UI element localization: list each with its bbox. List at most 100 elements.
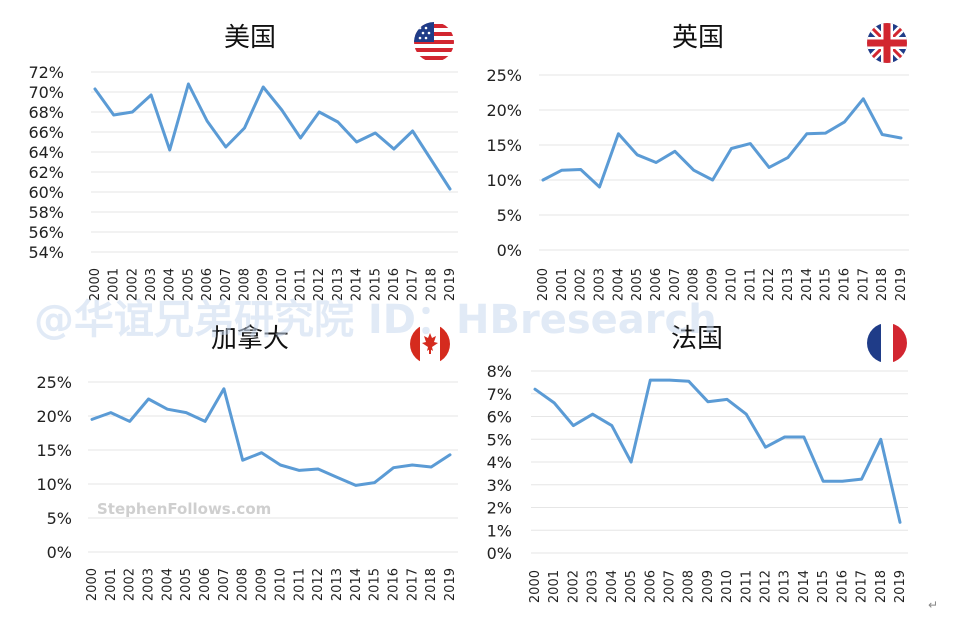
- x-tick-label-usa: 2013: [331, 268, 346, 301]
- uk-flag-icon: [867, 23, 907, 63]
- x-tick-label-uk: 2017: [856, 268, 871, 301]
- data-point-france: [649, 378, 652, 382]
- y-tick-label-canada: 0%: [47, 543, 72, 562]
- x-tick-label-usa: 2005: [181, 268, 196, 301]
- data-point-uk: [730, 147, 733, 150]
- x-tick-label-uk: 2019: [894, 268, 909, 301]
- y-tick-label-france: 4%: [487, 453, 512, 472]
- data-point-uk: [560, 169, 563, 172]
- x-tick-label-france: 2011: [739, 570, 754, 603]
- data-point-canada: [185, 411, 188, 414]
- data-point-canada: [109, 411, 113, 414]
- data-point-usa: [262, 85, 265, 89]
- x-tick-label-france: 2004: [605, 570, 620, 603]
- data-point-usa: [448, 187, 452, 191]
- data-point-canada: [260, 451, 263, 454]
- data-point-france: [591, 413, 594, 416]
- x-tick-label-usa: 2014: [350, 268, 365, 301]
- data-point-usa: [205, 119, 209, 123]
- data-point-france: [725, 398, 729, 401]
- x-tick-label-uk: 2002: [574, 268, 589, 301]
- data-point-canada: [222, 387, 226, 390]
- y-tick-label-usa: 56%: [28, 223, 64, 242]
- x-tick-label-france: 2008: [682, 570, 697, 603]
- x-tick-label-usa: 2016: [387, 268, 402, 301]
- y-tick-label-canada: 25%: [36, 373, 72, 392]
- data-point-france: [706, 400, 710, 403]
- data-point-uk: [579, 168, 582, 171]
- x-tick-label-usa: 2002: [125, 268, 140, 301]
- y-tick-label-france: 1%: [487, 521, 512, 540]
- y-tick-label-uk: 15%: [486, 136, 522, 155]
- series-line-france: [533, 378, 902, 524]
- x-tick-label-france: 2002: [566, 570, 581, 603]
- x-tick-label-uk: 2007: [668, 268, 683, 301]
- y-tick-label-usa: 72%: [28, 63, 64, 82]
- y-tick-label-france: 0%: [487, 544, 512, 563]
- data-point-uk: [824, 131, 827, 135]
- data-point-france: [841, 480, 844, 483]
- data-point-usa: [168, 148, 171, 152]
- x-tick-label-usa: 2001: [107, 268, 122, 301]
- panel-usa: 美国 72%70%68%66%64%62%60%58%56%54% 2000 2001…: [28, 23, 458, 301]
- x-tick-label-uk: 2001: [555, 268, 570, 301]
- x-tick-label-canada: 2010: [273, 568, 288, 601]
- data-point-france: [572, 424, 575, 427]
- data-point-uk: [881, 133, 884, 136]
- x-tick-label-usa: 2006: [200, 268, 215, 301]
- data-point-canada: [448, 453, 452, 456]
- y-tick-label-usa: 62%: [28, 163, 64, 182]
- y-tick-label-usa: 64%: [28, 143, 64, 162]
- data-point-usa: [318, 110, 321, 114]
- data-point-canada: [316, 467, 320, 471]
- chart-title-france: 法国: [671, 324, 723, 354]
- data-point-uk: [598, 185, 601, 189]
- data-point-france: [822, 480, 825, 483]
- y-tick-label-usa: 54%: [28, 243, 64, 262]
- x-tick-label-usa: 2018: [424, 268, 439, 301]
- chart-annotation: StephenFollows.com: [97, 500, 271, 518]
- x-tick-label-france: 2014: [797, 570, 812, 603]
- data-point-canada: [241, 459, 244, 462]
- x-tick-label-usa: 2009: [256, 268, 271, 301]
- data-point-usa: [187, 82, 190, 86]
- data-point-france: [802, 435, 806, 439]
- x-tick-label-france: 2006: [643, 570, 658, 603]
- y-tick-label-france: 8%: [487, 362, 512, 381]
- y-tick-label-uk: 5%: [497, 206, 522, 225]
- data-point-uk: [673, 150, 677, 153]
- data-point-france: [745, 413, 748, 416]
- x-tick-label-usa: 2011: [294, 268, 309, 301]
- series-line-usa: [93, 82, 452, 191]
- x-tick-label-france: 2000: [528, 570, 543, 603]
- x-tick-label-canada: 2018: [424, 568, 439, 601]
- data-point-usa: [243, 126, 246, 130]
- x-tick-label-usa: 2004: [163, 268, 178, 301]
- y-tick-label-canada: 20%: [36, 407, 72, 426]
- data-point-france: [610, 424, 613, 427]
- x-tick-label-usa: 2008: [237, 268, 252, 301]
- x-tick-label-uk: 2016: [837, 268, 852, 301]
- x-tick-label-uk: 2010: [724, 268, 739, 301]
- panel-canada: 加拿大 25% 20% 15% 10% 5% 0% 2000 2001 2002 2003 2004 2…: [36, 324, 458, 601]
- data-point-usa: [280, 108, 283, 112]
- x-tick-label-france: 2018: [874, 570, 889, 603]
- x-tick-label-france: 2001: [547, 570, 562, 603]
- y-tick-label-uk: 20%: [486, 101, 522, 120]
- y-tick-label-france: 7%: [487, 385, 512, 404]
- x-tick-label-uk: 2013: [781, 268, 796, 301]
- y-tick-label-canada: 5%: [47, 509, 72, 528]
- y-tick-label-usa: 70%: [28, 83, 64, 102]
- y-tick-label-uk: 0%: [497, 241, 522, 260]
- data-point-canada: [298, 469, 301, 472]
- x-tick-label-france: 2015: [816, 570, 831, 603]
- x-tick-label-usa: 2010: [275, 268, 290, 301]
- data-point-uk: [654, 161, 658, 164]
- data-point-uk: [805, 132, 808, 135]
- x-tick-label-france: 2003: [586, 570, 601, 603]
- data-point-usa: [374, 131, 377, 135]
- x-tick-label-canada: 2005: [179, 568, 194, 601]
- corner-mark: ↵: [928, 598, 938, 612]
- x-tick-label-canada: 2007: [217, 568, 232, 601]
